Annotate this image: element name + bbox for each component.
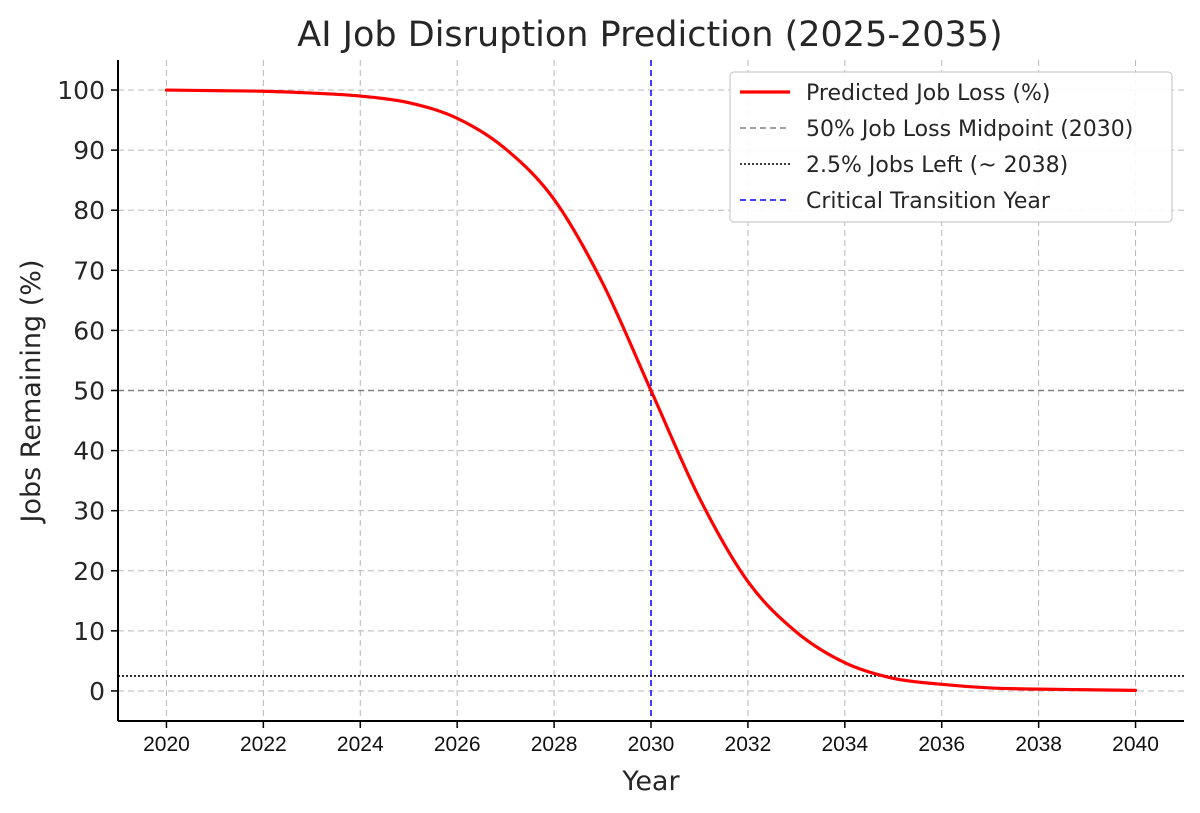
x-tick-label-2032: 2032 (725, 733, 772, 756)
x-tick-label-2020: 2020 (143, 733, 190, 756)
y-tick-label-80: 80 (73, 196, 105, 225)
legend-box (729, 71, 1173, 223)
x-tick-label-2022: 2022 (240, 733, 287, 756)
y-tick-label-0: 0 (89, 677, 105, 706)
series-line-0 (164, 88, 1138, 692)
y-tick-label-60: 60 (73, 316, 105, 345)
x-tick-label-2028: 2028 (531, 733, 578, 756)
y-tick-label-30: 30 (73, 497, 105, 526)
x-tick-label-2036: 2036 (918, 733, 965, 756)
legend-label-0: Predicted Job Loss (%) (806, 81, 1051, 106)
x-axis-label: Year (621, 766, 680, 797)
legend: Predicted Job Loss (%) 50% Job Loss Midpo… (729, 71, 1173, 223)
y-ticks: 0 10 20 30 40 50 60 70 80 90 100 (57, 76, 118, 706)
x-tick-label-2030: 2030 (628, 733, 675, 756)
x-tick-label-2024: 2024 (337, 733, 384, 756)
y-tick-label-40: 40 (73, 437, 105, 466)
y-tick-label-100: 100 (57, 76, 105, 105)
legend-label-1: 50% Job Loss Midpoint (2030) (806, 117, 1133, 142)
chart-title: AI Job Disruption Prediction (2025-2035) (297, 15, 1002, 55)
y-tick-label-50: 50 (73, 377, 105, 406)
y-tick-label-70: 70 (73, 256, 105, 285)
data-series (164, 88, 1138, 692)
x-tick-label-2038: 2038 (1015, 733, 1062, 756)
y-tick-label-10: 10 (73, 617, 105, 646)
x-ticks: 2020 2022 2024 2026 2028 2030 2032 2034 2036 2038… (143, 721, 1159, 756)
legend-label-2: 2.5% Jobs Left (~ 2038) (806, 153, 1068, 178)
y-tick-label-20: 20 (73, 557, 105, 586)
y-axis-label: Jobs Remaining (%) (16, 260, 47, 525)
x-tick-label-2040: 2040 (1112, 733, 1159, 756)
x-tick-label-2026: 2026 (434, 733, 481, 756)
x-tick-label-2034: 2034 (821, 733, 868, 756)
legend-label-3: Critical Transition Year (806, 189, 1051, 214)
y-tick-label-90: 90 (73, 136, 105, 165)
